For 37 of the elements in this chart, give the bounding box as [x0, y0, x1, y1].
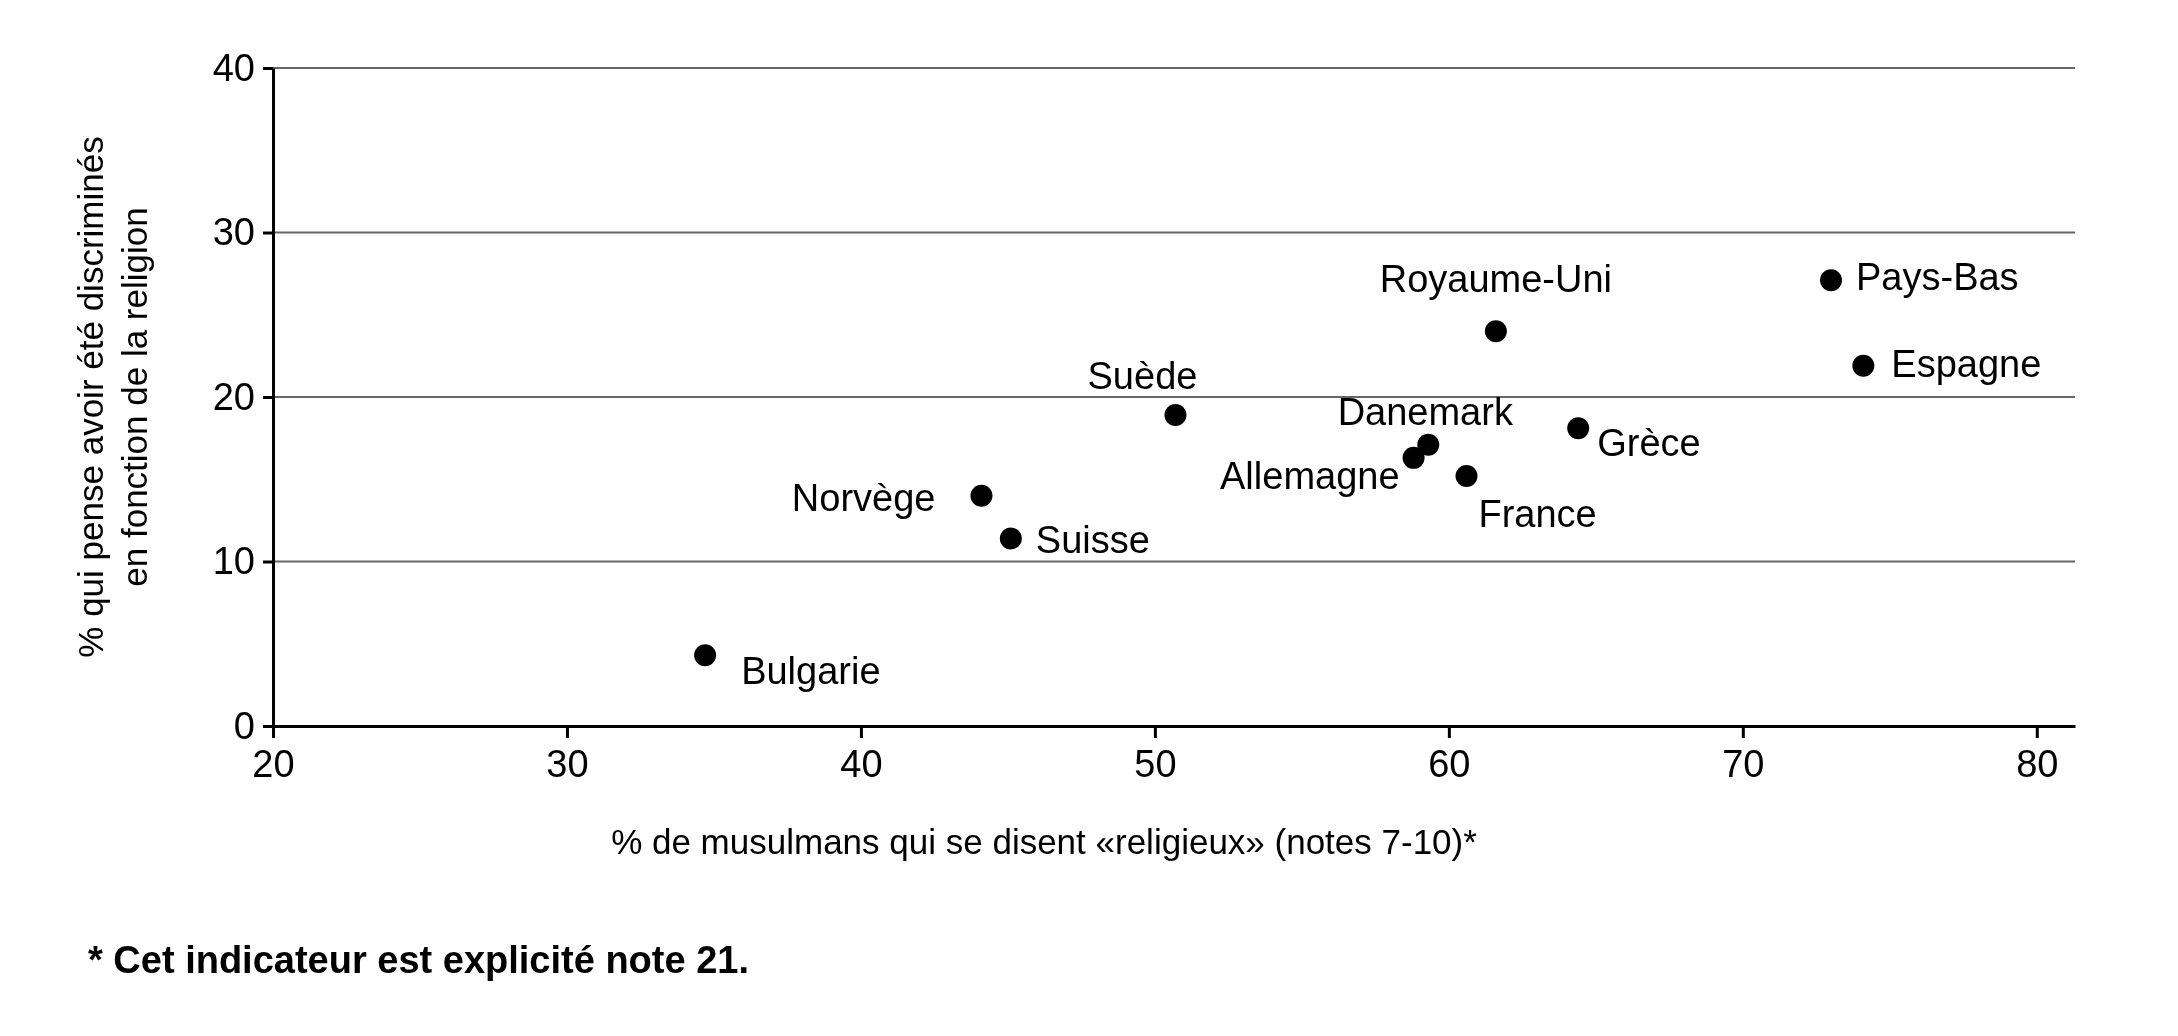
annotation: Bulgarie	[741, 650, 881, 693]
point	[1567, 417, 1590, 440]
point	[970, 484, 993, 507]
x-tick-label: 80	[2016, 742, 2059, 785]
annotation: Royaume-Uni	[1379, 258, 1613, 301]
y-tick-label: 40	[212, 46, 255, 89]
x-tick-label: 40	[840, 742, 883, 785]
point	[1484, 320, 1507, 343]
x-axis-title: % de musulmans qui se disent «religieux» (notes 7-10)*	[611, 822, 1478, 861]
annotation: Danemark	[1337, 390, 1514, 433]
x-tick-label: 20	[252, 742, 295, 785]
annotation: Grèce	[1597, 422, 1701, 465]
point	[1852, 354, 1875, 377]
y-tick-label: 20	[212, 375, 255, 418]
point	[999, 527, 1022, 550]
x-tick-label: 70	[1722, 742, 1765, 785]
y-axis-title: % qui pense avoir été discriminés en fonction de la religion	[71, 136, 154, 658]
annotation: Pays-Bas	[1856, 256, 2019, 299]
point	[1164, 404, 1187, 427]
annotation: Suisse	[1035, 519, 1150, 562]
annotation: Norvège	[791, 476, 936, 519]
y-tick-label: 10	[212, 540, 255, 583]
x-tick-label: 30	[546, 742, 589, 785]
annotation: Allemagne	[1220, 454, 1400, 497]
point	[1455, 464, 1478, 487]
text: * Cet indicateur est explicité note 21.	[88, 939, 749, 981]
y-tick-label: 30	[212, 211, 255, 254]
annotation: Suède	[1087, 355, 1198, 398]
point	[1417, 433, 1440, 456]
point	[1402, 446, 1425, 469]
y-tick-label: 0	[233, 704, 255, 747]
x-tick-label: 50	[1134, 742, 1177, 785]
point	[694, 644, 717, 667]
point	[1820, 269, 1843, 292]
annotation: Espagne	[1891, 342, 2042, 385]
annotation: France	[1478, 492, 1597, 535]
x-tick-label: 60	[1428, 742, 1471, 785]
